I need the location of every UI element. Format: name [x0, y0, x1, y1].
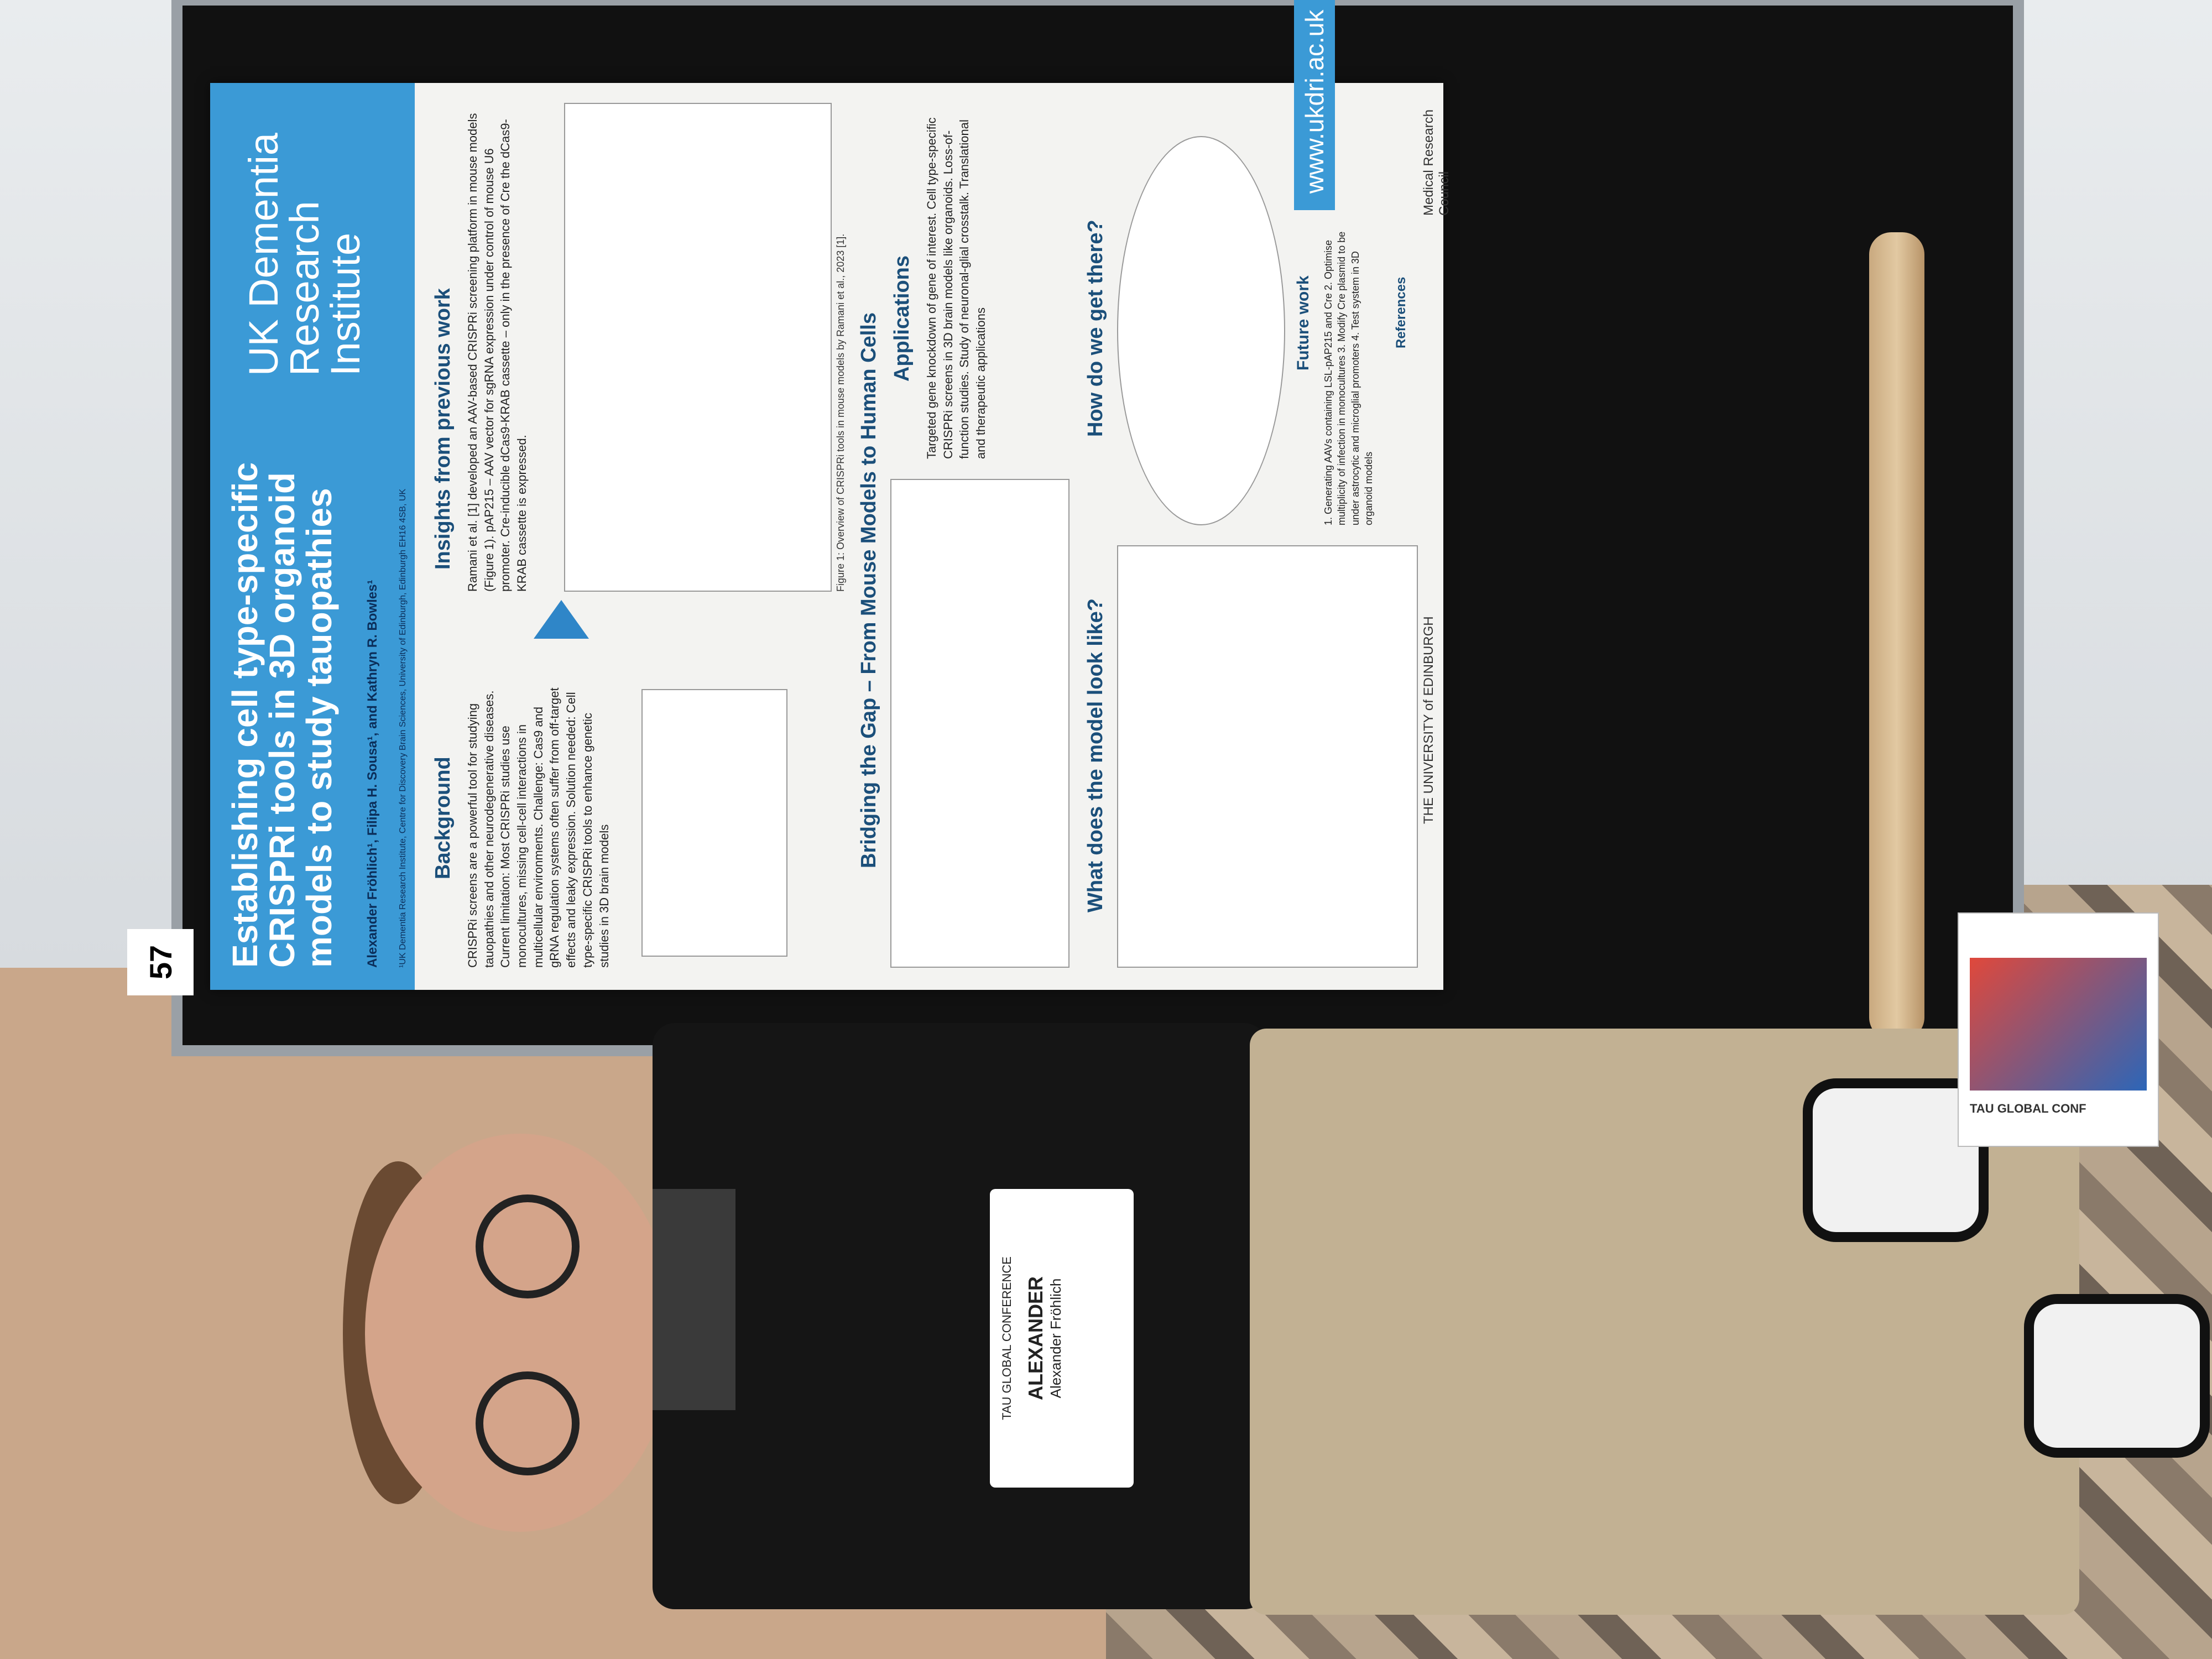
- figure-1-caption: Figure 1: Overview of CRISPRi tools in m…: [835, 233, 846, 592]
- left-lens: [476, 1194, 580, 1298]
- insights-title: Insights from previous work: [431, 288, 455, 570]
- cycle-diagram: [1117, 136, 1285, 525]
- right-sneaker: [2024, 1294, 2210, 1458]
- applications-title: Applications: [890, 255, 914, 382]
- bridging-title: Bridging the Gap – From Mouse Models to …: [857, 312, 880, 868]
- poster-tube: [1869, 232, 1924, 1040]
- insights-body: Ramani et al. [1] developed an AAV-based…: [466, 113, 529, 592]
- figure-3: [1117, 545, 1418, 968]
- right-lens: [476, 1371, 580, 1475]
- glasses-icon: [476, 1161, 580, 1493]
- poster-affiliation: ¹UK Dementia Research Institute, Centre …: [398, 488, 408, 968]
- model-title: What does the model look like?: [1084, 598, 1107, 912]
- badge-conference: TAU GLOBAL CONFERENCE: [1000, 1256, 1014, 1420]
- institute-logo-text: UK Dementia Research Institute: [241, 132, 368, 376]
- background-title: Background: [431, 757, 455, 879]
- poster-title: Establishing cell type-specific CRISPRi …: [225, 462, 340, 968]
- badge-full-name: Alexander Fröhlich: [1047, 1278, 1064, 1399]
- black-polo-shirt: [653, 1023, 1266, 1609]
- arrow-icon: [534, 600, 589, 639]
- future-title: Future work: [1294, 275, 1312, 371]
- background-body: CRISPRi screens are a powerful tool for …: [466, 687, 611, 968]
- poster-authors: Alexander Fröhlich¹, Filipa H. Sousa¹, a…: [365, 580, 380, 968]
- poster-number: 57: [127, 929, 194, 995]
- mrc-logo: Medical Research Council: [1421, 109, 1452, 216]
- crispri-diagram: [641, 689, 787, 957]
- shirt-collar: [653, 1189, 735, 1410]
- references-title: References: [1394, 276, 1408, 348]
- figure-1: [564, 103, 832, 592]
- brochure-title: TAU GLOBAL CONF: [1970, 1102, 2086, 1115]
- poster-area: 57 Establishing cell type-specific CRISP…: [127, 0, 1452, 995]
- figure-2: [890, 479, 1070, 968]
- research-poster: 57 Establishing cell type-specific CRISP…: [127, 0, 1452, 995]
- name-badge: TAU GLOBAL CONFERENCE ALEXANDER Alexande…: [990, 1189, 1134, 1488]
- badge-first-name: ALEXANDER: [1024, 1276, 1047, 1401]
- badge-text: TAU GLOBAL CONFERENCE ALEXANDER Alexande…: [990, 1189, 1074, 1488]
- poster-url: www.ukdri.ac.uk: [1294, 0, 1335, 210]
- edinburgh-logo: THE UNIVERSITY of EDINBURGH: [1421, 616, 1436, 824]
- applications-body: Targeted gene knockdown of gene of inter…: [925, 117, 988, 459]
- conference-brochure: TAU GLOBAL CONF: [1958, 912, 2159, 1147]
- brochure-cover-art: [1970, 958, 2147, 1091]
- get-there-title: How do we get there?: [1084, 220, 1107, 437]
- poster-header: 57 Establishing cell type-specific CRISP…: [127, 83, 415, 995]
- future-body: 1. Generating AAVs containing LSL-pAP215…: [1323, 231, 1374, 525]
